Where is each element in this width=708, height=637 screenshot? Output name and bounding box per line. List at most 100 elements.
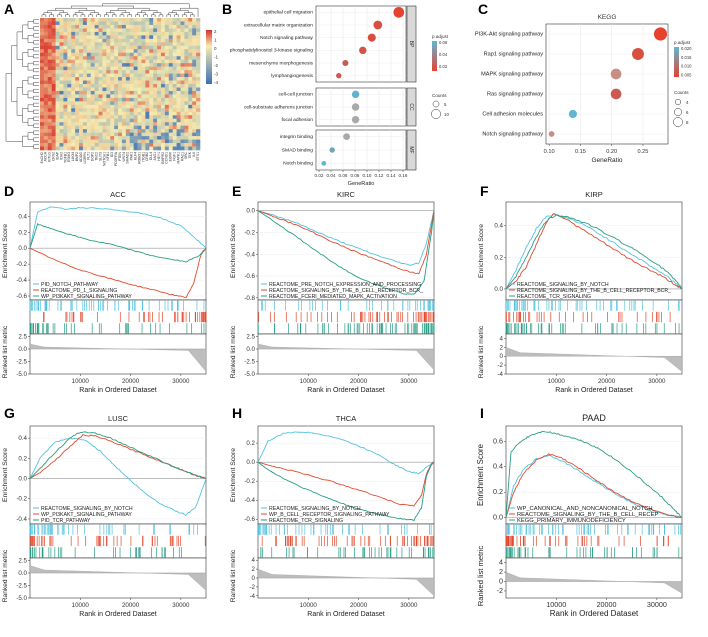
heatmap-cell xyxy=(67,146,72,151)
heatmap-cell xyxy=(82,35,88,40)
heatmap-cell xyxy=(196,45,201,50)
heatmap-cell xyxy=(71,94,76,99)
heatmap-cell xyxy=(71,24,76,29)
heatmap-cell xyxy=(180,84,185,88)
heatmap-cell xyxy=(82,111,88,116)
heatmap-cell xyxy=(79,132,84,137)
heatmap-cell xyxy=(110,115,115,120)
heatmap-cell xyxy=(75,73,80,78)
heatmap-cell xyxy=(51,115,56,120)
heatmap-cell xyxy=(145,129,150,133)
heatmap-col-label: ITGB1 xyxy=(141,152,145,162)
hit-track-frame xyxy=(505,523,683,559)
heatmap-cell xyxy=(94,52,99,57)
heatmap-cell xyxy=(141,28,146,33)
heatmap-cell xyxy=(168,21,173,26)
heatmap-cell xyxy=(180,38,185,43)
heatmap-col-label: FGF1 xyxy=(173,152,177,161)
legend-color-tick: 0.02 xyxy=(439,64,448,69)
heatmap-cell xyxy=(149,104,154,109)
heatmap-cell xyxy=(43,42,49,47)
dendrogram-branch xyxy=(43,12,52,15)
heatmap-cell xyxy=(90,94,95,99)
heatmap-cell xyxy=(188,70,193,74)
heatmap-cell xyxy=(90,52,95,57)
heatmap-cell xyxy=(137,136,142,140)
heatmap-cell xyxy=(160,70,166,74)
heatmap-cell xyxy=(118,146,123,151)
heatmap-cell xyxy=(180,52,185,57)
heatmap-cell xyxy=(129,118,134,123)
heatmap-cell xyxy=(71,21,76,26)
heatmap-cell xyxy=(75,35,80,40)
heatmap-cell xyxy=(172,56,177,60)
heatmap-cell xyxy=(141,80,146,85)
heatmap-cell xyxy=(47,94,52,99)
heatmap-cell xyxy=(55,139,60,144)
heatmap-cell xyxy=(110,24,115,29)
heatmap-cell xyxy=(47,18,52,22)
heatmap-cell xyxy=(121,59,127,64)
heatmap-cell xyxy=(47,28,52,33)
heatmap-cell xyxy=(125,136,131,140)
heatmap-cell xyxy=(188,90,193,95)
heatmap-cell xyxy=(133,24,138,29)
heatmap-cell xyxy=(82,87,88,92)
heatmap-cell xyxy=(184,52,189,57)
heatmap-cell xyxy=(102,66,107,71)
heatmap-cell xyxy=(47,73,52,78)
heatmap-cell xyxy=(153,108,158,113)
heatmap-cell xyxy=(98,38,103,43)
heatmap-cell xyxy=(192,129,197,133)
heatmap-cell xyxy=(164,18,170,22)
heatmap-cell xyxy=(133,139,138,144)
heatmap-cell xyxy=(137,31,142,36)
heatmap-cell xyxy=(71,28,76,33)
heatmap-cell xyxy=(71,115,76,120)
heatmap-cell xyxy=(82,31,88,36)
heatmap-cell xyxy=(75,49,80,54)
heatmap-cell xyxy=(133,146,138,151)
heatmap-cell xyxy=(75,70,80,74)
y-tick-label: 0.0 xyxy=(18,476,27,483)
heatmap-cell xyxy=(133,129,138,133)
y-axis-label: Enrichment Score xyxy=(230,224,237,278)
heatmap-cell xyxy=(98,125,103,130)
heatmap-cell xyxy=(51,80,56,85)
heatmap-cell xyxy=(137,122,142,126)
heatmap-cell xyxy=(118,97,123,102)
heatmap-cell xyxy=(102,136,107,140)
heatmap-cell xyxy=(40,132,45,137)
heatmap-cell xyxy=(157,84,162,88)
heatmap-cell xyxy=(110,45,115,50)
heatmap-cell xyxy=(106,56,111,60)
heatmap-col-label: SLIT3 xyxy=(98,152,102,161)
heatmap-cell xyxy=(110,94,115,99)
heatmap-cell xyxy=(164,87,170,92)
heatmap-cell xyxy=(106,59,111,64)
heatmap-cell xyxy=(141,42,146,47)
metric-tick-label: 2 xyxy=(252,566,256,573)
heatmap-cell xyxy=(63,24,68,29)
heatmap-cell xyxy=(86,38,92,43)
heatmap-cell xyxy=(82,125,88,130)
heatmap-cell xyxy=(125,104,131,109)
dendrogram-branch xyxy=(22,24,28,40)
heatmap-cell xyxy=(168,70,173,74)
go-term-label: SMAD binding xyxy=(282,147,314,153)
heatmap-cell xyxy=(82,52,88,57)
heatmap-cell xyxy=(47,35,52,40)
heatmap-cell xyxy=(157,52,162,57)
heatmap-cell xyxy=(67,70,72,74)
heatmap-cell xyxy=(141,21,146,26)
heatmap-cell xyxy=(67,63,72,67)
legend-label: REACTOME_PD_1_SIGNALING xyxy=(41,288,117,294)
heatmap-cell xyxy=(164,125,170,130)
heatmap-cell xyxy=(192,90,197,95)
heatmap-cell xyxy=(47,66,52,71)
heatmap-cell xyxy=(90,21,95,26)
heatmap-cell xyxy=(98,143,103,147)
heatmap-cell xyxy=(82,129,88,133)
